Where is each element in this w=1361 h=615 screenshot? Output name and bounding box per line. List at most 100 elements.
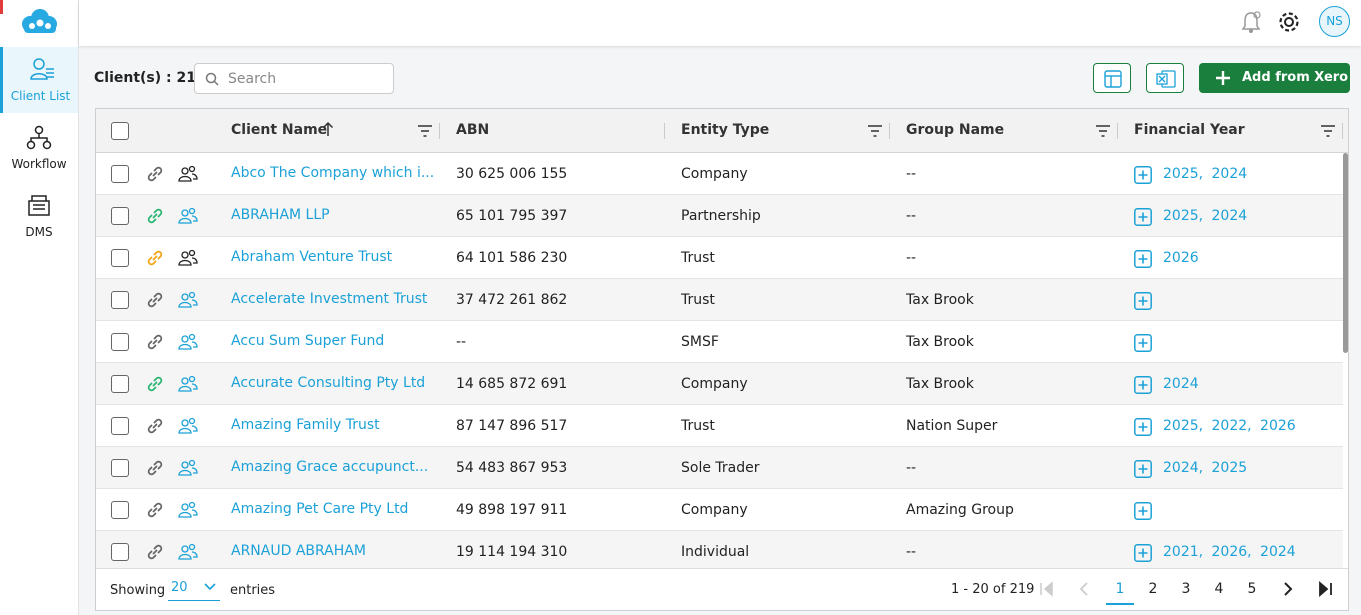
group-icon[interactable] xyxy=(178,291,198,313)
page-number[interactable]: 1 xyxy=(1106,581,1134,605)
row-checkbox[interactable] xyxy=(111,165,129,183)
table-row: Accelerate Investment Trust 37 472 261 86… xyxy=(96,279,1343,321)
financial-years[interactable]: 2025, 2024 xyxy=(1163,208,1248,224)
scrollbar[interactable] xyxy=(1343,153,1348,353)
search-box[interactable]: Search xyxy=(194,63,394,94)
financial-years[interactable]: 2024 xyxy=(1163,376,1199,392)
filter-icon[interactable] xyxy=(1321,125,1335,141)
add-year-button[interactable] xyxy=(1134,376,1152,398)
table-row: Amazing Grace accupunct... 54 483 867 953… xyxy=(96,447,1343,489)
group-icon[interactable] xyxy=(178,207,198,229)
link-icon[interactable] xyxy=(146,333,164,355)
group-icon[interactable] xyxy=(178,417,198,439)
client-name[interactable]: ARNAUD ABRAHAM xyxy=(231,543,366,559)
group-icon[interactable] xyxy=(178,375,198,397)
client-name[interactable]: Amazing Grace accupunct... xyxy=(231,459,429,475)
entity-type: Sole Trader xyxy=(681,460,760,476)
group-icon[interactable] xyxy=(178,165,198,187)
column-header[interactable]: Client Name xyxy=(231,122,328,138)
client-count: Client(s) : 219 xyxy=(94,70,206,86)
client-name[interactable]: Accurate Consulting Pty Ltd xyxy=(231,375,426,391)
group-icon[interactable] xyxy=(178,501,198,523)
column-header[interactable]: Entity Type xyxy=(681,122,770,138)
link-icon[interactable] xyxy=(146,417,164,439)
row-checkbox[interactable] xyxy=(111,207,129,225)
filter-icon[interactable] xyxy=(1096,125,1110,141)
sidebar: Client List Workflow DMS xyxy=(0,0,79,615)
row-checkbox[interactable] xyxy=(111,333,129,351)
add-year-button[interactable] xyxy=(1134,502,1152,524)
add-year-button[interactable] xyxy=(1134,460,1152,482)
link-icon[interactable] xyxy=(146,459,164,481)
columns-button[interactable] xyxy=(1093,63,1131,93)
entity-type: Trust xyxy=(681,418,715,434)
add-year-button[interactable] xyxy=(1134,418,1152,440)
client-name[interactable]: Amazing Pet Care Pty Ltd xyxy=(231,501,409,517)
row-checkbox[interactable] xyxy=(111,459,129,477)
link-icon[interactable] xyxy=(146,249,164,271)
page-number[interactable]: 5 xyxy=(1247,581,1257,597)
next-page[interactable] xyxy=(1280,581,1296,601)
client-name[interactable]: Abco The Company which i... xyxy=(231,165,435,181)
link-icon[interactable] xyxy=(146,207,164,229)
column-header[interactable]: Group Name xyxy=(906,122,1005,138)
link-icon[interactable] xyxy=(146,375,164,397)
logo[interactable] xyxy=(18,8,60,34)
row-checkbox[interactable] xyxy=(111,543,129,561)
group-icon[interactable] xyxy=(178,543,198,565)
group-icon[interactable] xyxy=(178,333,198,355)
nav-item[interactable]: DMS xyxy=(0,183,78,249)
page-number[interactable]: 3 xyxy=(1181,581,1191,597)
nav-item[interactable]: Workflow xyxy=(0,115,78,181)
row-checkbox[interactable] xyxy=(111,291,129,309)
row-checkbox[interactable] xyxy=(111,501,129,519)
avatar[interactable]: NS xyxy=(1319,6,1350,37)
add-year-button[interactable] xyxy=(1134,544,1152,566)
first-page[interactable] xyxy=(1039,581,1055,601)
financial-years[interactable]: 2025, 2024 xyxy=(1163,166,1248,182)
filter-icon[interactable] xyxy=(418,125,432,141)
financial-years[interactable]: 2026 xyxy=(1163,250,1199,266)
link-icon[interactable] xyxy=(146,543,164,565)
select-all-checkbox[interactable] xyxy=(111,122,129,140)
client-name[interactable]: Accelerate Investment Trust xyxy=(231,291,428,307)
sort-arrow[interactable] xyxy=(322,121,334,141)
client-name[interactable]: Accu Sum Super Fund xyxy=(231,333,385,349)
group-icon[interactable] xyxy=(178,459,198,481)
nav-item[interactable]: Client List xyxy=(0,47,78,113)
financial-years[interactable]: 2025, 2022, 2026 xyxy=(1163,418,1296,434)
financial-years[interactable]: 2021, 2026, 2024 xyxy=(1163,544,1296,560)
table-row: ARNAUD ABRAHAM 19 114 194 310 Individual --… xyxy=(96,531,1343,568)
column-header[interactable]: ABN xyxy=(456,122,490,138)
export-button[interactable] xyxy=(1146,63,1184,93)
page-number[interactable]: 4 xyxy=(1214,581,1224,597)
add-year-button[interactable] xyxy=(1134,166,1152,188)
group-name: Tax Brook xyxy=(906,334,974,350)
column-header[interactable]: Financial Year xyxy=(1134,122,1245,138)
row-checkbox[interactable] xyxy=(111,375,129,393)
abn: 19 114 194 310 xyxy=(456,544,568,560)
last-page[interactable] xyxy=(1317,581,1333,601)
add-year-button[interactable] xyxy=(1134,208,1152,230)
notifications[interactable] xyxy=(1240,10,1262,34)
add-year-button[interactable] xyxy=(1134,292,1152,314)
row-checkbox[interactable] xyxy=(111,417,129,435)
link-icon[interactable] xyxy=(146,165,164,187)
settings[interactable] xyxy=(1277,10,1301,34)
add-year-button[interactable] xyxy=(1134,334,1152,356)
add-from-xero-button[interactable]: Add from Xero xyxy=(1199,63,1350,93)
page-number[interactable]: 2 xyxy=(1148,581,1158,597)
page-size-select[interactable]: 20 xyxy=(168,577,220,601)
financial-years[interactable]: 2024, 2025 xyxy=(1163,460,1248,476)
add-year-button[interactable] xyxy=(1134,250,1152,272)
prev-page[interactable] xyxy=(1076,581,1092,601)
link-icon[interactable] xyxy=(146,501,164,523)
group-icon[interactable] xyxy=(178,249,198,271)
client-name[interactable]: Abraham Venture Trust xyxy=(231,249,393,265)
abn: 37 472 261 862 xyxy=(456,292,568,308)
row-checkbox[interactable] xyxy=(111,249,129,267)
link-icon[interactable] xyxy=(146,291,164,313)
filter-icon[interactable] xyxy=(868,125,882,141)
client-name[interactable]: Amazing Family Trust xyxy=(231,417,380,433)
client-name[interactable]: ABRAHAM LLP xyxy=(231,207,330,223)
